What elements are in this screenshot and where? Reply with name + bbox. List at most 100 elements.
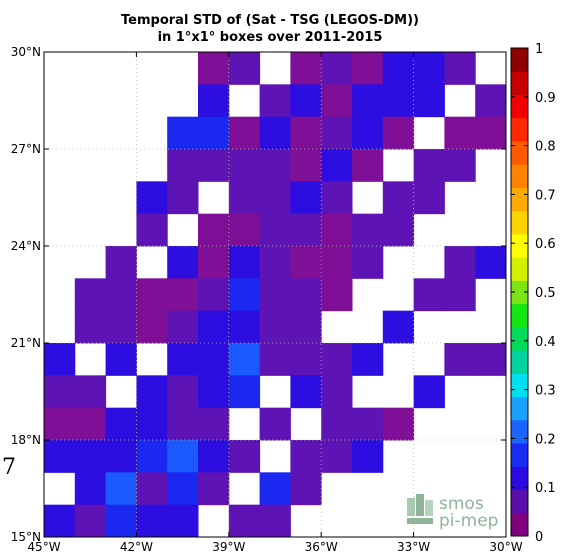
heatmap-cell-9-2 [105, 343, 137, 376]
heatmap-cell-14-4 [167, 504, 199, 538]
colorbar-label-0: 0 [535, 530, 543, 545]
heatmap-cell-7-5 [198, 278, 230, 312]
heatmap-cell-3-12 [413, 149, 445, 182]
heatmap-cell-0-11 [382, 52, 415, 85]
colorbar-label-8: 0.8 [535, 140, 556, 155]
colorbar-segment-13 [511, 210, 528, 235]
heatmap-cell-6-5 [198, 246, 230, 279]
heatmap-cell-12-1 [74, 440, 107, 473]
heatmap-cell-10-0 [44, 375, 76, 409]
heatmap-cell-3-6 [228, 149, 261, 182]
heatmap-cell-3-8 [290, 149, 322, 182]
colorbar-label-7: 0.7 [535, 188, 556, 203]
colorbar-label-5: 0.5 [535, 286, 556, 301]
heatmap-cell-6-13 [444, 246, 476, 279]
heatmap-cell-13-7 [259, 472, 291, 506]
heatmap-cell-10-8 [290, 375, 322, 409]
heatmap-cell-9-0 [44, 343, 76, 376]
heatmap-cell-9-10 [352, 343, 384, 376]
colorbar-segment-5 [511, 396, 528, 421]
heatmap-cell-10-4 [167, 375, 199, 409]
heatmap-cell-5-6 [228, 213, 261, 247]
heatmap-cell-4-6 [228, 181, 261, 215]
heatmap-cell-9-13 [444, 343, 476, 376]
colorbar-segment-4 [511, 419, 528, 444]
x-tick-label-4: 33°W [397, 540, 430, 552]
heatmap-cell-4-8 [290, 181, 322, 215]
heatmap-cell-10-3 [136, 375, 168, 409]
heatmap-cell-10-12 [413, 375, 445, 409]
heatmap-cell-2-10 [352, 116, 384, 150]
heatmap-cell-0-13 [444, 52, 476, 85]
heatmap-cell-7-4 [167, 278, 199, 312]
heatmap-cell-13-2 [105, 472, 137, 506]
heatmap-cell-6-10 [352, 246, 384, 279]
heatmap-cell-9-4 [167, 343, 199, 376]
heatmap-cell-11-11 [382, 407, 415, 441]
colorbar-label-9: 0.9 [535, 91, 556, 106]
heatmap-cell-7-8 [290, 278, 322, 312]
heatmap-cell-11-7 [259, 407, 291, 441]
heatmap-cell-8-2 [105, 310, 137, 344]
heatmap-cell-12-10 [352, 440, 384, 473]
colorbar-segment-8 [511, 326, 528, 351]
grid-lines [44, 52, 506, 537]
heatmap-cell-14-6 [228, 504, 261, 538]
colorbar-segment-9 [511, 303, 528, 328]
logo-line1: smos [439, 494, 484, 514]
heatmap-cell-4-3 [136, 181, 168, 215]
y-tick-label-2: 21°N [11, 336, 41, 350]
colorbar-segment-1 [511, 489, 528, 514]
heatmap-cell-12-3 [136, 440, 168, 473]
heatmap-cell-4-9 [321, 181, 353, 215]
heatmap-cell-11-0 [44, 407, 76, 441]
colorbar-segment-17 [511, 117, 528, 142]
y-tick-label-4: 27°N [11, 142, 41, 156]
heatmap-cell-2-5 [198, 116, 230, 150]
heatmap-cell-5-9 [321, 213, 353, 247]
colorbar-label-6: 0.6 [535, 237, 556, 252]
x-tick-label-2: 39°W [212, 540, 245, 552]
heatmap-cell-11-3 [136, 407, 168, 441]
x-tick-label-1: 42°W [120, 540, 153, 552]
axis-ticks: 45°W 42°W 39°W 36°W 33°W 30°W 15°N 18°N 21°N 24°N… [11, 45, 523, 552]
heatmap-cell-8-7 [259, 310, 291, 344]
plot-frame [43, 51, 507, 538]
heatmap-cell-3-10 [352, 149, 384, 182]
heatmap-cell-4-4 [167, 181, 199, 215]
heatmap-cell-3-5 [198, 149, 230, 182]
heatmap-cell-10-1 [74, 375, 107, 409]
heatmap-cell-8-5 [198, 310, 230, 344]
heatmap-cell-10-5 [198, 375, 230, 409]
heatmap-cell-2-14 [475, 116, 507, 150]
heatmap-cell-8-4 [167, 310, 199, 344]
heatmap-cell-5-11 [382, 213, 415, 247]
y-tick-label-5: 30°N [11, 45, 41, 59]
heatmap-cell-0-12 [413, 52, 445, 85]
heatmap-cell-3-4 [167, 149, 199, 182]
heatmap-cell-14-3 [136, 504, 168, 538]
chart-subtitle: in 1°x1° boxes over 2011-2015 [158, 30, 383, 45]
heatmap-cell-1-8 [290, 84, 322, 118]
heatmap-cell-12-2 [105, 440, 137, 473]
heatmap-cell-7-7 [259, 278, 291, 312]
heatmap-cell-5-3 [136, 213, 168, 247]
heatmap-cell-13-5 [198, 472, 230, 506]
colorbar-segment-20 [511, 48, 528, 72]
colorbar-segment-18 [511, 94, 528, 119]
heatmap-cell-11-1 [74, 407, 107, 441]
heatmap-cell-8-3 [136, 310, 168, 344]
colorbar-label-2: 0.2 [535, 432, 556, 447]
heatmap-cell-3-13 [444, 149, 476, 182]
heatmap-cell-1-5 [198, 84, 230, 118]
heatmap-cell-1-11 [382, 84, 415, 118]
heatmap-cell-11-4 [167, 407, 199, 441]
heatmap-cell-6-6 [228, 246, 261, 279]
heatmap-cell-0-8 [290, 52, 322, 85]
heatmap-cell-3-7 [259, 149, 291, 182]
colorbar-segment-12 [511, 233, 528, 258]
heatmap-cell-1-12 [413, 84, 445, 118]
heatmap-cell-6-8 [290, 246, 322, 279]
heatmap-cell-7-1 [74, 278, 107, 312]
heatmap-cell-3-9 [321, 149, 353, 182]
